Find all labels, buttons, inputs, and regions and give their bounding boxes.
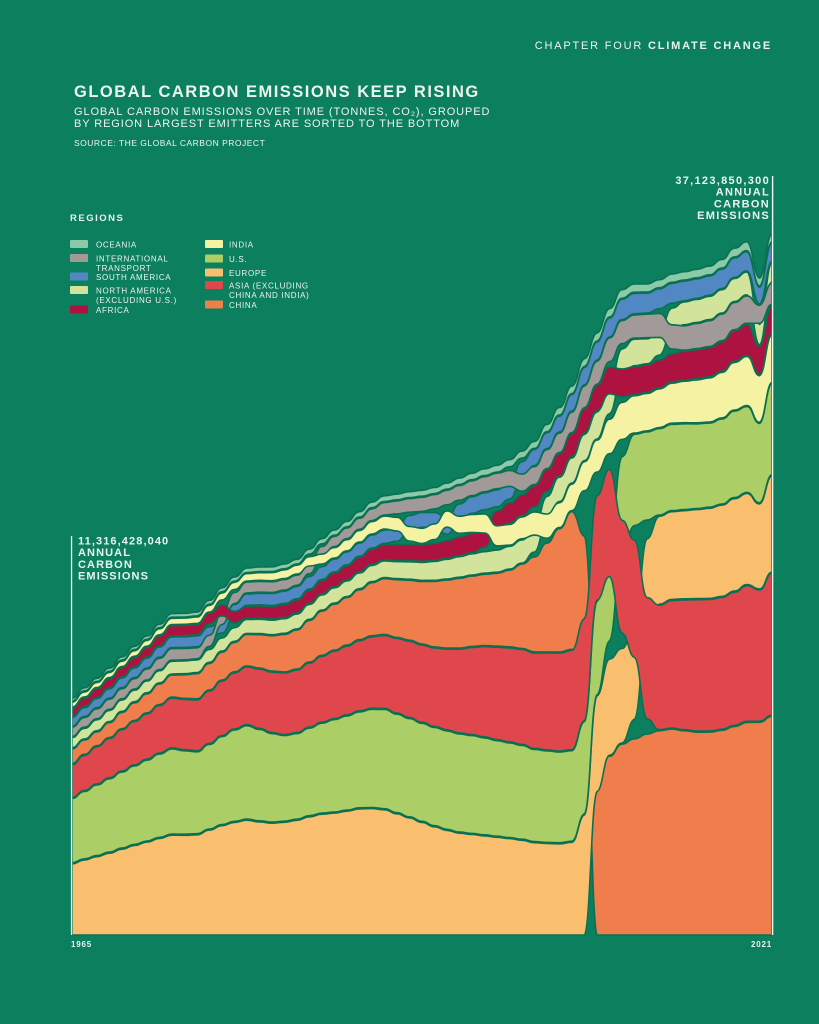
- svg-text:EMISSIONS: EMISSIONS: [697, 210, 770, 222]
- svg-text:INTERNATIONAL: INTERNATIONAL: [96, 255, 169, 264]
- svg-text:CHINA AND INDIA): CHINA AND INDIA): [229, 291, 310, 300]
- svg-text:11,316,428,040: 11,316,428,040: [78, 536, 169, 548]
- svg-text:CHAPTER FOUR CLIMATE CHANGE: CHAPTER FOUR CLIMATE CHANGE: [535, 40, 772, 52]
- svg-text:CARBON: CARBON: [78, 559, 133, 571]
- svg-text:2021: 2021: [751, 940, 772, 949]
- svg-text:ASIA (EXCLUDING: ASIA (EXCLUDING: [229, 282, 309, 291]
- svg-text:37,123,850,300: 37,123,850,300: [675, 175, 770, 187]
- svg-text:GLOBAL CARBON EMISSIONS KEEP R: GLOBAL CARBON EMISSIONS KEEP RISING: [74, 83, 480, 101]
- svg-text:NORTH AMERICA: NORTH AMERICA: [96, 287, 172, 296]
- svg-text:U.S.: U.S.: [229, 255, 247, 264]
- svg-text:OCEANIA: OCEANIA: [96, 241, 137, 250]
- svg-text:(EXCLUDING U.S.): (EXCLUDING U.S.): [96, 296, 177, 305]
- svg-text:EUROPE: EUROPE: [229, 269, 267, 278]
- svg-text:REGIONS: REGIONS: [70, 213, 124, 224]
- svg-text:ANNUAL: ANNUAL: [78, 547, 131, 559]
- svg-text:INDIA: INDIA: [229, 241, 254, 250]
- svg-text:CARBON: CARBON: [714, 198, 770, 210]
- svg-text:TRANSPORT: TRANSPORT: [96, 264, 152, 273]
- svg-text:SOURCE: THE GLOBAL CARBON PROJ: SOURCE: THE GLOBAL CARBON PROJECT: [74, 138, 265, 148]
- svg-text:1965: 1965: [71, 940, 92, 949]
- svg-text:AFRICA: AFRICA: [96, 306, 130, 315]
- svg-text:BY REGION LARGEST EMITTERS ARE: BY REGION LARGEST EMITTERS ARE SORTED TO…: [74, 118, 460, 130]
- svg-text:SOUTH AMERICA: SOUTH AMERICA: [96, 273, 171, 282]
- svg-text:EMISSIONS: EMISSIONS: [78, 571, 149, 583]
- svg-text:GLOBAL CARBON EMISSIONS OVER T: GLOBAL CARBON EMISSIONS OVER TIME (TONNE…: [74, 106, 490, 118]
- svg-text:ANNUAL: ANNUAL: [716, 187, 770, 199]
- svg-text:CHINA: CHINA: [229, 301, 257, 310]
